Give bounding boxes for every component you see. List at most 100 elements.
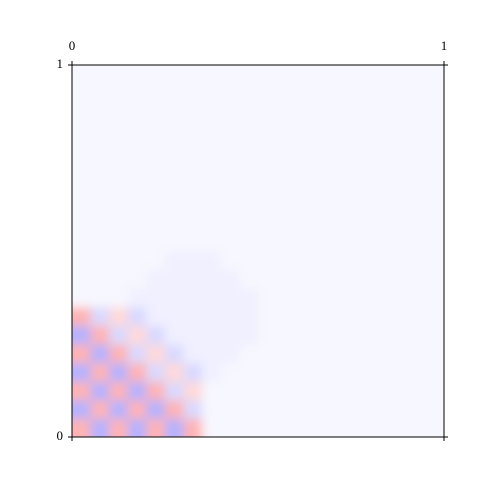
heat-cell — [239, 120, 259, 140]
heat-cell — [258, 344, 278, 364]
heat-cell — [369, 381, 389, 401]
heat-cell — [406, 232, 426, 252]
heat-cell — [146, 213, 166, 233]
heat-cell — [369, 158, 389, 178]
heat-cell — [313, 65, 333, 85]
heat-cell — [313, 139, 333, 159]
heat-cell — [313, 195, 333, 215]
heat-cell — [369, 269, 389, 289]
heat-cell — [146, 399, 166, 419]
heat-cell — [388, 120, 408, 140]
heat-cell — [202, 418, 222, 437]
heat-cell — [258, 399, 278, 419]
heat-cell — [165, 83, 185, 103]
heat-cell — [313, 362, 333, 382]
heat-cell — [202, 120, 222, 140]
heat-cell — [332, 83, 352, 103]
heat-cell — [239, 176, 259, 196]
heat-cell — [90, 120, 110, 140]
heat-cell — [258, 120, 278, 140]
heat-cell — [183, 325, 203, 345]
heat-cell — [276, 102, 296, 122]
heat-cell — [183, 83, 203, 103]
heat-cell — [146, 251, 166, 271]
heat-cell — [72, 325, 92, 345]
heat-cell — [313, 325, 333, 345]
heat-cell — [202, 65, 222, 85]
heat-cell — [239, 288, 259, 308]
heat-cell — [425, 139, 444, 159]
heat-cell — [90, 399, 110, 419]
heat-cell — [258, 65, 278, 85]
heat-cell — [146, 381, 166, 401]
heat-cell — [183, 306, 203, 326]
heat-cell — [202, 325, 222, 345]
heat-cell — [127, 269, 147, 289]
heat-cell — [127, 120, 147, 140]
heat-cell — [109, 158, 129, 178]
heat-cell — [332, 362, 352, 382]
heat-cell — [127, 288, 147, 308]
heat-cell — [202, 251, 222, 271]
heat-cell — [127, 139, 147, 159]
y-tick-label: 0 — [57, 428, 64, 443]
heat-cell — [351, 176, 371, 196]
heat-cell — [127, 102, 147, 122]
heat-cell — [295, 418, 315, 437]
heat-cell — [258, 232, 278, 252]
heat-cell — [388, 158, 408, 178]
heat-cell — [183, 158, 203, 178]
heat-cell — [258, 176, 278, 196]
heat-cell — [165, 418, 185, 437]
heat-cell — [183, 399, 203, 419]
heat-cell — [276, 176, 296, 196]
heat-cell — [425, 232, 444, 252]
heat-cell — [276, 195, 296, 215]
heat-cell — [276, 232, 296, 252]
heat-cell — [258, 325, 278, 345]
heat-cell — [388, 232, 408, 252]
heat-cell — [90, 251, 110, 271]
heat-cell — [369, 120, 389, 140]
heat-cell — [239, 158, 259, 178]
heat-cell — [295, 65, 315, 85]
heat-cell — [425, 288, 444, 308]
heat-cell — [332, 120, 352, 140]
heat-cell — [332, 139, 352, 159]
heat-cell — [165, 65, 185, 85]
heat-cell — [90, 195, 110, 215]
heat-cell — [239, 362, 259, 382]
heat-cell — [351, 120, 371, 140]
heat-cell — [90, 213, 110, 233]
heat-cell — [313, 251, 333, 271]
heat-cell — [202, 232, 222, 252]
heat-cell — [202, 158, 222, 178]
heat-cell — [258, 213, 278, 233]
heat-cell — [183, 120, 203, 140]
heat-cell — [109, 288, 129, 308]
heat-cell — [276, 306, 296, 326]
heat-cell — [165, 195, 185, 215]
heat-cell — [72, 418, 92, 437]
heat-cell — [313, 102, 333, 122]
heat-cell — [351, 213, 371, 233]
heat-cell — [351, 158, 371, 178]
heat-cell — [295, 269, 315, 289]
heat-cell — [295, 83, 315, 103]
heat-cell — [109, 65, 129, 85]
heat-cell — [90, 158, 110, 178]
heat-cell — [220, 232, 240, 252]
heat-cell — [72, 251, 92, 271]
heat-cell — [425, 306, 444, 326]
heat-cell — [109, 102, 129, 122]
heat-cell — [165, 120, 185, 140]
heat-cell — [295, 344, 315, 364]
heat-cell — [295, 251, 315, 271]
heat-cell — [127, 325, 147, 345]
heat-cell — [295, 362, 315, 382]
heat-cell — [72, 195, 92, 215]
heat-cell — [127, 381, 147, 401]
heat-cell — [146, 306, 166, 326]
heat-cell — [220, 344, 240, 364]
heat-cell — [109, 269, 129, 289]
